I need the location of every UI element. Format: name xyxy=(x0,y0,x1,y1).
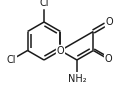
Text: Cl: Cl xyxy=(39,0,49,8)
Text: NH₂: NH₂ xyxy=(68,74,86,84)
Text: O: O xyxy=(106,17,113,27)
Text: Cl: Cl xyxy=(7,55,16,65)
Text: O: O xyxy=(57,45,64,56)
Text: O: O xyxy=(105,54,112,64)
